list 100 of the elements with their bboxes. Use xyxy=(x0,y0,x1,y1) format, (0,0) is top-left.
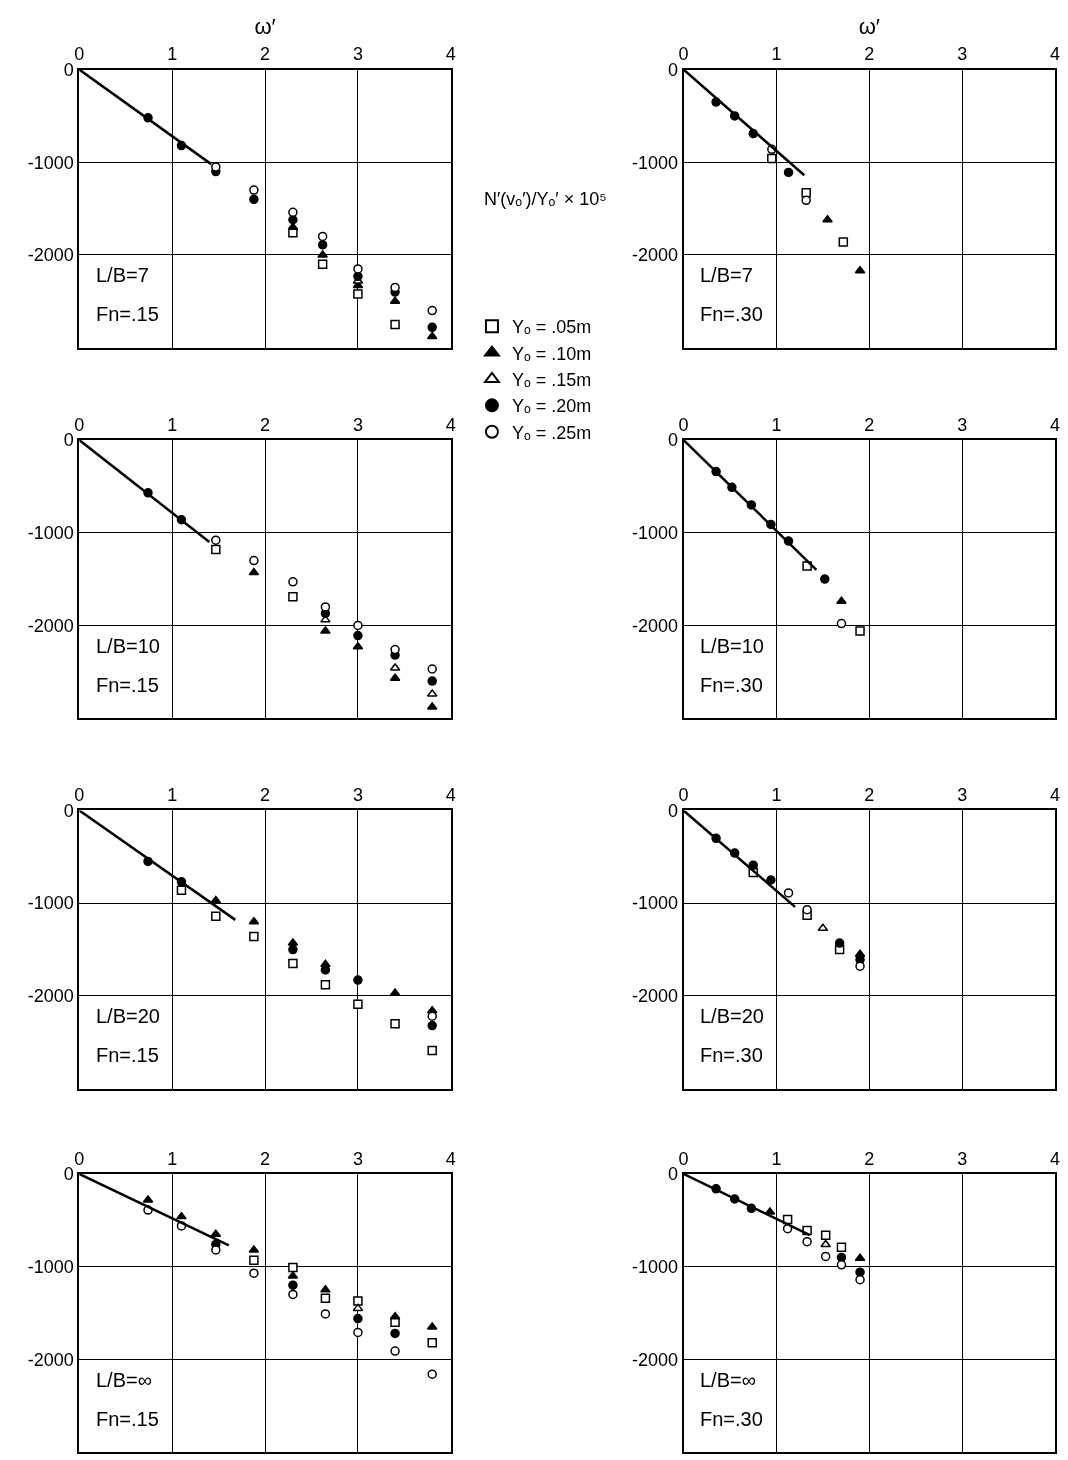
x-tick-label: 4 xyxy=(1050,414,1061,435)
annotation: Fn=.30 xyxy=(700,1408,763,1430)
x-tick-label: 1 xyxy=(771,1148,782,1169)
point xyxy=(353,999,363,1009)
x-tick-label: 1 xyxy=(167,44,178,65)
x-tick-label: 2 xyxy=(864,1148,875,1169)
point xyxy=(320,1309,331,1319)
legend-label: Yₒ = .05m xyxy=(511,317,592,338)
y-tick-label: 0 xyxy=(63,800,74,821)
x-tick-label: 4 xyxy=(445,44,456,65)
point xyxy=(427,1045,437,1056)
annotation: L/B=10 xyxy=(700,635,764,657)
y-tick-label: -1000 xyxy=(631,523,678,544)
legend-label: Yₒ = .20m xyxy=(511,396,592,417)
point xyxy=(353,289,363,299)
point xyxy=(248,567,260,576)
point xyxy=(389,1311,401,1320)
point xyxy=(855,626,865,636)
y-tick-label: 0 xyxy=(667,430,678,451)
annotation: L/B=∞ xyxy=(96,1369,152,1391)
x-tick-label: 4 xyxy=(445,414,456,435)
point xyxy=(783,888,794,898)
annotation: Fn=.15 xyxy=(96,674,159,696)
point xyxy=(249,555,259,566)
point xyxy=(317,231,328,242)
y-axis-title: N′(vₒ′)/Yₒ′ × 10⁵ xyxy=(484,189,607,209)
point xyxy=(801,188,811,198)
y-tick-label: -2000 xyxy=(631,986,678,1007)
point xyxy=(320,626,331,634)
x-tick-label: 3 xyxy=(957,414,968,435)
point xyxy=(820,1239,832,1248)
x-tick-label: 1 xyxy=(771,414,782,435)
y-tick-label: -1000 xyxy=(27,523,74,544)
point xyxy=(288,577,298,587)
x-tick-label: 1 xyxy=(167,785,178,806)
annotation: Fn=.15 xyxy=(96,1044,159,1066)
point xyxy=(249,1268,259,1278)
point xyxy=(390,319,400,330)
point xyxy=(176,1211,187,1220)
point xyxy=(836,1260,847,1270)
point xyxy=(426,331,438,340)
point xyxy=(353,1296,363,1306)
point xyxy=(353,1313,363,1324)
point xyxy=(427,322,437,333)
x-tick-label: 2 xyxy=(260,414,271,435)
point xyxy=(320,979,331,990)
point xyxy=(353,271,363,282)
point xyxy=(288,1280,298,1290)
x-tick-label: 2 xyxy=(864,785,875,806)
point xyxy=(249,185,259,195)
x-tick-label: 4 xyxy=(445,785,456,806)
annotation: L/B=7 xyxy=(96,264,149,286)
legend-label: Yₒ = .25m xyxy=(511,422,592,443)
point xyxy=(249,194,259,205)
x-tick-label: 1 xyxy=(771,785,782,806)
point xyxy=(390,1018,400,1029)
y-tick-label: 0 xyxy=(63,1164,74,1185)
point xyxy=(176,885,187,895)
y-tick-label: -2000 xyxy=(27,1349,74,1370)
x-tick-label: 1 xyxy=(167,414,178,435)
y-tick-label: -1000 xyxy=(27,1256,74,1277)
point xyxy=(389,296,401,305)
x-tick-label: 2 xyxy=(260,44,271,65)
point xyxy=(211,544,221,555)
y-tick-label: -1000 xyxy=(27,893,74,914)
annotation: L/B=7 xyxy=(700,264,753,286)
x-tick-label: 2 xyxy=(864,44,875,65)
annotation: L/B=10 xyxy=(96,635,160,657)
x-tick-label: 4 xyxy=(1050,1148,1061,1169)
point xyxy=(427,1369,437,1379)
y-tick-label: -2000 xyxy=(631,1349,678,1370)
x-tick-label: 2 xyxy=(864,414,875,435)
x-tick-label: 3 xyxy=(957,785,968,806)
point xyxy=(427,1011,437,1022)
point xyxy=(353,1327,363,1338)
point xyxy=(288,591,298,602)
point xyxy=(317,250,328,258)
x-tick-label: 3 xyxy=(352,785,363,806)
point xyxy=(288,958,298,969)
point xyxy=(855,961,865,971)
y-tick-label: -1000 xyxy=(631,893,678,914)
point xyxy=(352,1303,364,1312)
x-tick-label: 1 xyxy=(167,1148,178,1169)
point xyxy=(317,259,328,269)
y-tick-label: 0 xyxy=(63,59,74,80)
annotation: Fn=.30 xyxy=(700,303,763,325)
x-tick-label: 2 xyxy=(260,785,271,806)
point xyxy=(766,875,776,885)
point xyxy=(320,1285,331,1293)
y-tick-label: -1000 xyxy=(27,152,74,173)
point xyxy=(836,618,847,629)
x-tick-label: 3 xyxy=(957,1148,968,1169)
annotation: Fn=.30 xyxy=(700,674,763,696)
point xyxy=(822,215,833,223)
legend-label: Yₒ = .10m xyxy=(511,343,592,364)
point xyxy=(427,676,437,686)
x-tick-label: 4 xyxy=(1050,44,1061,65)
point xyxy=(353,975,363,985)
point xyxy=(249,931,259,942)
point xyxy=(288,215,298,225)
